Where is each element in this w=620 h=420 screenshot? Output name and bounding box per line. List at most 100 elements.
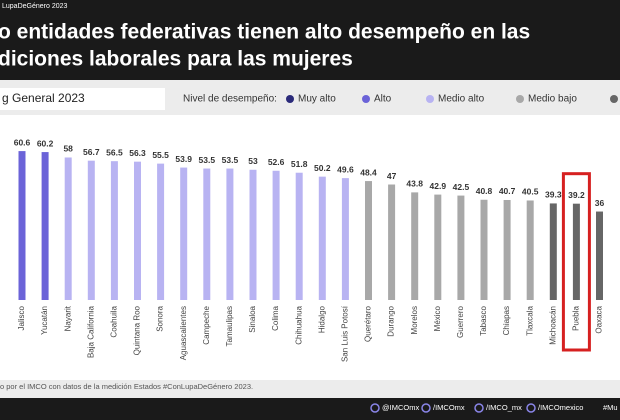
bar: [203, 168, 211, 300]
x-tick-label: Querétaro: [364, 305, 373, 342]
bar: [572, 203, 580, 300]
bar: [180, 167, 188, 300]
value-label: 42.5: [453, 182, 470, 192]
x-tick-label: Chihuahua: [294, 305, 303, 344]
legend-label: Medio bajo: [528, 94, 577, 105]
x-tick-label: Baja California: [86, 305, 95, 358]
subtitle-box: [0, 88, 165, 110]
x-tick-label: Coahuila: [110, 305, 119, 337]
bar: [41, 152, 49, 300]
header-band: [0, 0, 620, 80]
social-icon: [526, 403, 536, 413]
legend-swatch: [516, 95, 524, 103]
value-label: 56.3: [129, 148, 146, 158]
x-tick-label: México: [433, 305, 442, 331]
bar: [596, 211, 603, 300]
social-icon: [421, 403, 431, 413]
bar: [549, 203, 557, 300]
value-label: 53.5: [199, 155, 216, 165]
x-tick-label: Jalisco: [17, 305, 26, 330]
value-label: 58: [63, 144, 73, 154]
subtitle: g General 2023: [2, 91, 85, 105]
x-tick-label: Durango: [387, 305, 396, 336]
x-tick-label: Tlaxcala: [525, 305, 534, 335]
value-label: 40.8: [476, 186, 493, 196]
bar: [226, 168, 234, 300]
footer-band: [0, 398, 620, 420]
legend-swatch: [286, 95, 294, 103]
bar: [365, 181, 372, 300]
social-handle: @IMCOmx: [382, 403, 419, 412]
x-tick-label: Chiapas: [502, 306, 511, 335]
value-label: 53.5: [222, 155, 239, 165]
highlight-box: [561, 172, 591, 352]
plot-area: [0, 115, 620, 380]
bar: [64, 157, 72, 300]
value-label: 40.5: [522, 187, 539, 197]
x-tick-label: Campeche: [202, 305, 211, 344]
bar: [318, 176, 326, 300]
legend-label: Medio alto: [438, 94, 485, 105]
source: o por el IMCO con datos de la medición E…: [0, 382, 253, 391]
bar: [157, 163, 165, 300]
title: diciones laborales para las mujeres: [0, 48, 353, 71]
x-tick-label: Aguascalientes: [179, 306, 188, 360]
value-label: 49.6: [337, 164, 354, 174]
legend-label: Muy alto: [298, 94, 336, 105]
bar: [87, 160, 95, 300]
legend-title: Nivel de desempeño:: [183, 94, 277, 105]
bar: [388, 184, 396, 300]
social-handle: /IMCO_mx: [486, 403, 522, 412]
bar: [411, 192, 419, 300]
x-tick-label: Guerrero: [456, 305, 465, 338]
x-tick-label: Quintana Roo: [133, 305, 142, 355]
x-tick-label: Sonora: [156, 305, 165, 331]
social-handle: /IMCOmexico: [538, 403, 583, 412]
social-handle: /IMCOmx: [433, 403, 465, 412]
value-label: 39.3: [545, 190, 562, 200]
value-label: 53.9: [175, 154, 192, 164]
value-label: 47: [387, 171, 397, 181]
title: o entidades federativas tienen alto dese…: [0, 21, 530, 44]
value-label: 39.2: [568, 190, 585, 200]
value-label: 53: [248, 156, 258, 166]
x-tick-label: Colima: [271, 305, 280, 330]
tag: LupaDeGénero 2023: [2, 3, 67, 10]
value-label: 40.7: [499, 186, 516, 196]
x-tick-label: Puebla: [572, 305, 581, 330]
x-tick-label: Yucatán: [40, 306, 49, 335]
bar: [249, 169, 257, 300]
bar: [457, 195, 465, 300]
value-label: 52.6: [268, 157, 285, 167]
bar: [134, 161, 141, 300]
bar: [295, 172, 303, 300]
x-tick-label: Nayarit: [63, 305, 72, 331]
bar: [341, 178, 349, 300]
value-label: 55.5: [152, 150, 169, 160]
legend-swatch: [610, 95, 618, 103]
value-label: 51.8: [291, 159, 308, 169]
x-tick-label: Hidalgo: [317, 305, 326, 333]
bar: [110, 161, 118, 300]
value-label: 60.2: [37, 138, 54, 148]
x-tick-label: Tabasco: [479, 305, 488, 335]
x-tick-label: San Luis Potosí: [341, 305, 350, 362]
x-tick-label: Morelos: [410, 306, 419, 334]
value-label: 42.9: [430, 181, 447, 191]
bar: [503, 199, 511, 300]
value-label: 56.7: [83, 147, 100, 157]
x-tick-label: Sinaloa: [248, 305, 257, 332]
value-label: 48.4: [360, 167, 377, 177]
social-icon: [370, 403, 380, 413]
x-tick-label: Tamaulipas: [225, 306, 234, 346]
bar: [272, 170, 280, 300]
legend-label: Alto: [374, 94, 392, 105]
x-tick-label: Michoacán: [548, 306, 557, 345]
social-icon: [474, 403, 484, 413]
value-label: 36: [595, 198, 605, 208]
value-label: 43.8: [406, 179, 423, 189]
value-label: 50.2: [314, 163, 331, 173]
legend-swatch: [362, 95, 370, 103]
bar: [526, 200, 534, 300]
